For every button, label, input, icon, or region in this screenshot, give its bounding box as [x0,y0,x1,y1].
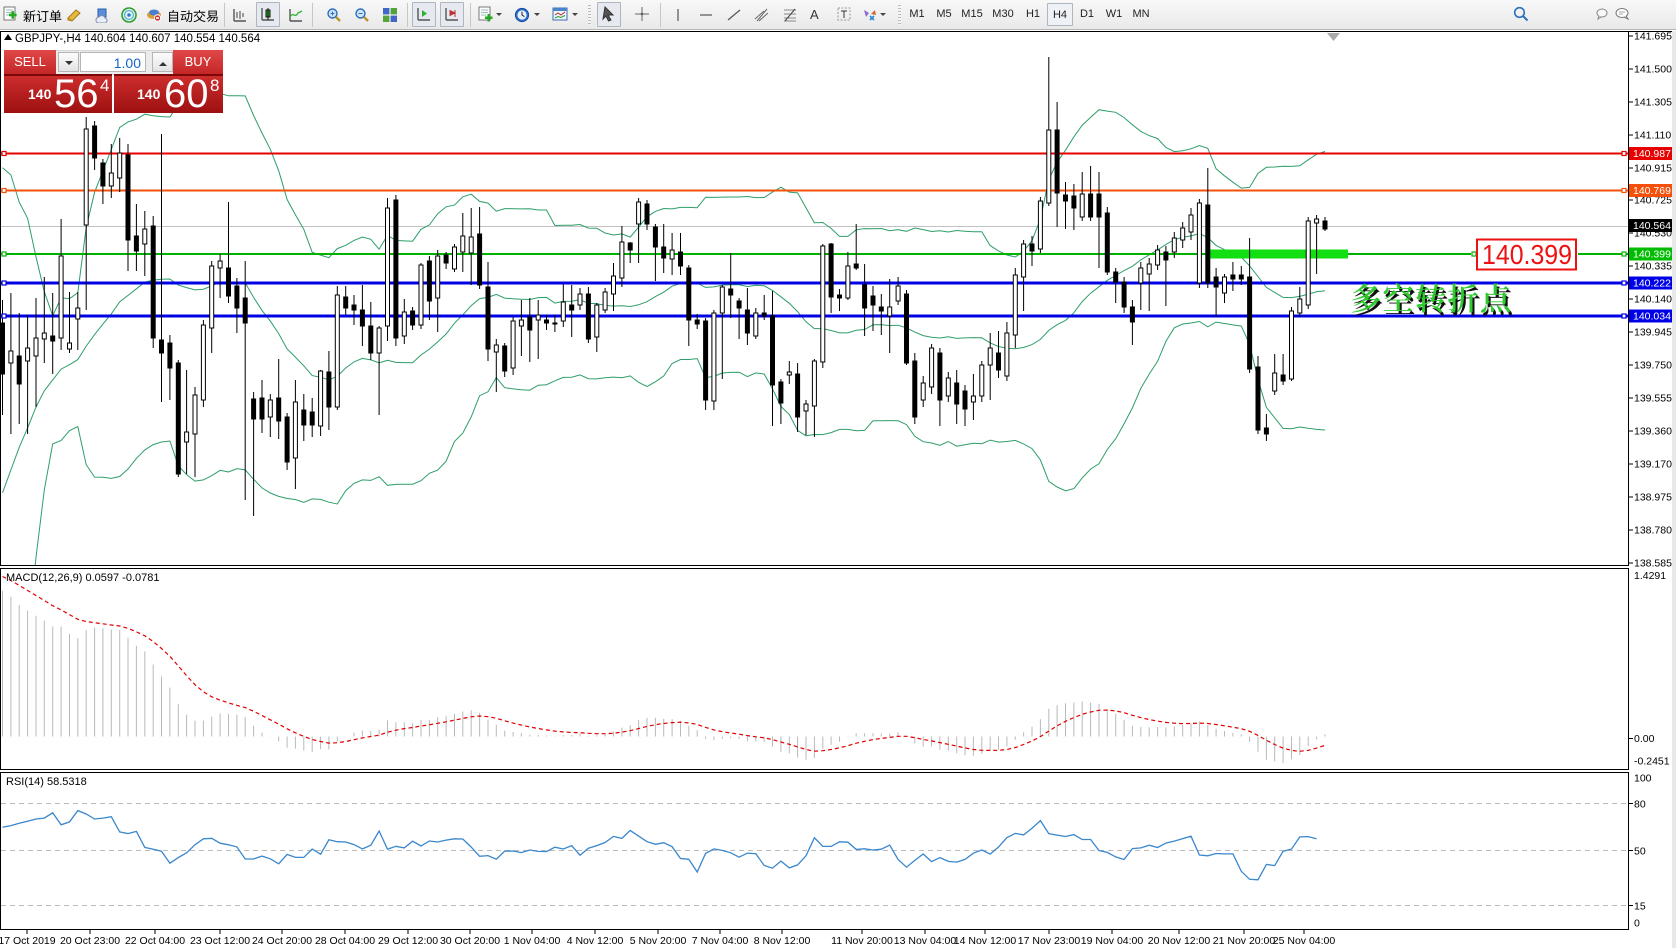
svg-text:141.110: 141.110 [1634,130,1671,142]
svg-text:140.399: 140.399 [1633,249,1671,261]
svg-text:140.335: 140.335 [1634,261,1672,273]
svg-text:24 Oct 20:00: 24 Oct 20:00 [252,935,312,947]
svg-text:4 Nov 12:00: 4 Nov 12:00 [567,935,624,947]
svg-text:140.399: 140.399 [1482,239,1572,270]
svg-text:139.555: 139.555 [1634,393,1672,405]
svg-text:15: 15 [1634,901,1646,913]
svg-text:141.500: 141.500 [1634,64,1672,76]
svg-text:0.00: 0.00 [1634,733,1655,745]
svg-text:-0.2451: -0.2451 [1634,756,1670,768]
svg-text:139.170: 139.170 [1634,459,1672,471]
svg-text:139.945: 139.945 [1634,327,1672,339]
svg-text:138.780: 138.780 [1634,525,1672,537]
svg-text:RSI(14) 58.5318: RSI(14) 58.5318 [6,776,87,788]
svg-text:50: 50 [1634,846,1646,858]
svg-text:29 Oct 12:00: 29 Oct 12:00 [378,935,438,947]
svg-text:11 Nov 20:00: 11 Nov 20:00 [831,935,893,947]
svg-text:21 Nov 20:00: 21 Nov 20:00 [1213,935,1276,947]
svg-text:8 Nov 12:00: 8 Nov 12:00 [754,935,811,947]
svg-text:1 Nov 04:00: 1 Nov 04:00 [504,935,561,947]
svg-text:140.769: 140.769 [1633,185,1671,197]
svg-text:7 Nov 04:00: 7 Nov 04:00 [692,935,749,947]
svg-text:0: 0 [1634,918,1640,930]
svg-text:139.360: 139.360 [1634,426,1672,438]
svg-text:138.585: 138.585 [1634,558,1672,570]
svg-text:17 Nov 23:00: 17 Nov 23:00 [1018,935,1081,947]
svg-text:138.975: 138.975 [1634,492,1672,504]
svg-text:141.305: 141.305 [1634,97,1672,109]
svg-text:140.725: 140.725 [1634,195,1672,207]
svg-text:13 Nov 04:00: 13 Nov 04:00 [894,935,957,947]
svg-text:20 Nov 12:00: 20 Nov 12:00 [1148,935,1211,947]
svg-text:140.034: 140.034 [1633,311,1671,323]
svg-text:141.695: 141.695 [1634,31,1672,43]
svg-text:23 Oct 12:00: 23 Oct 12:00 [190,935,250,947]
svg-text:140.987: 140.987 [1633,148,1671,160]
svg-text:GBPJPY-,H4 140.604 140.607 14: GBPJPY-,H4 140.604 140.607 140.554 140.5… [15,33,261,45]
svg-text:22 Oct 04:00: 22 Oct 04:00 [125,935,185,947]
svg-text:MACD(12,26,9) 0.0597 -0.0781: MACD(12,26,9) 0.0597 -0.0781 [6,572,159,584]
svg-text:140.140: 140.140 [1634,294,1672,306]
svg-text:100: 100 [1634,773,1652,785]
svg-text:139.750: 139.750 [1634,360,1672,372]
svg-text:30 Oct 20:00: 30 Oct 20:00 [440,935,500,947]
svg-text:28 Oct 04:00: 28 Oct 04:00 [315,935,375,947]
svg-text:17 Oct 2019: 17 Oct 2019 [0,935,56,947]
svg-text:140.222: 140.222 [1633,278,1671,290]
svg-text:14 Nov 12:00: 14 Nov 12:00 [954,935,1017,947]
svg-text:25 Nov 04:00: 25 Nov 04:00 [1273,935,1336,947]
svg-text:140.564: 140.564 [1633,220,1671,232]
svg-text:80: 80 [1634,799,1646,811]
svg-text:1.4291: 1.4291 [1634,570,1666,582]
svg-text:19 Nov 04:00: 19 Nov 04:00 [1081,935,1144,947]
svg-text:140.915: 140.915 [1634,163,1672,175]
svg-text:20 Oct 23:00: 20 Oct 23:00 [60,935,120,947]
svg-text:5 Nov 20:00: 5 Nov 20:00 [630,935,687,947]
